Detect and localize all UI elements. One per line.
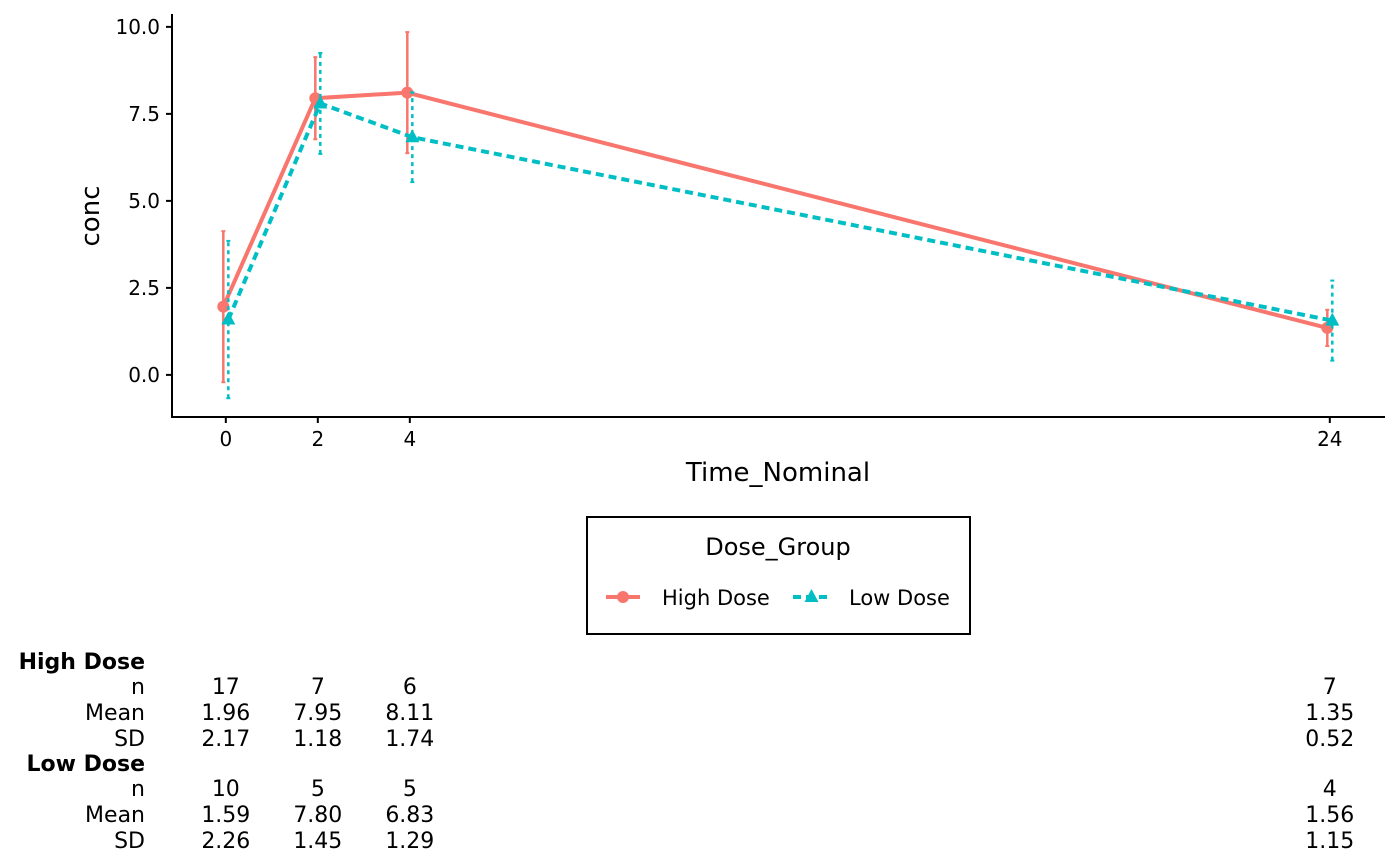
x-tick-label: 4 — [403, 427, 416, 451]
error-bar-low-dose — [226, 239, 231, 400]
table-cell: 2.26 — [201, 829, 250, 854]
data-point-high-dose — [217, 300, 230, 313]
y-tick-label: 5.0 — [128, 189, 160, 213]
data-point-high-dose — [401, 86, 414, 99]
table-cell: 1.29 — [385, 829, 434, 854]
table-cell: 4 — [1323, 777, 1337, 802]
y-tick-label: 7.5 — [128, 102, 160, 126]
table-cell: 1.35 — [1305, 701, 1354, 726]
table-group-title: Low Dose — [26, 752, 145, 777]
data-point-low-dose — [313, 95, 328, 109]
table-group-title: High Dose — [19, 650, 145, 675]
table-cell: 8.11 — [385, 701, 434, 726]
table-cell: 1.18 — [293, 727, 342, 752]
table-row-label: n — [131, 675, 145, 700]
chart-marks — [217, 31, 1340, 400]
table-cell: 1.74 — [385, 727, 434, 752]
legend-key-low-dose — [793, 589, 830, 602]
table-cell: 2.17 — [201, 727, 250, 752]
table-cell: 17 — [212, 675, 240, 700]
y-tick-label: 10.0 — [115, 15, 160, 39]
legend-key-high-dose — [606, 591, 640, 603]
y-tick-label: 0.0 — [128, 363, 160, 387]
legend-marker-low-dose — [804, 589, 819, 602]
legend: Dose_Group High Dose Low Dose — [586, 516, 971, 635]
table-cell: 5 — [311, 777, 325, 802]
legend-label-high-dose: High Dose — [662, 586, 770, 610]
table-cell: 1.45 — [293, 829, 342, 854]
legend-marker-high-dose — [617, 591, 629, 603]
y-axis-label: conc — [76, 186, 106, 247]
legend-title: Dose_Group — [705, 533, 851, 561]
legend-box — [586, 516, 971, 635]
data-point-low-dose — [221, 311, 236, 325]
table-cell: 1.59 — [201, 803, 250, 828]
table-cell: 7.95 — [293, 701, 342, 726]
series-line-high-dose — [221, 90, 1328, 330]
table-cell: 7 — [1323, 675, 1337, 700]
table-cell: 5 — [403, 777, 417, 802]
x-tick-label: 2 — [311, 427, 324, 451]
table-row-label: n — [131, 777, 145, 802]
table-cell: 6.83 — [385, 803, 434, 828]
table-row-label: SD — [114, 727, 145, 752]
series-line-low-dose — [226, 100, 1333, 323]
table-row-label: Mean — [85, 803, 145, 828]
table-cell: 0.52 — [1305, 727, 1354, 752]
x-tick-label: 24 — [1317, 427, 1342, 451]
error-bar-low-dose — [410, 91, 415, 184]
table-cell: 7 — [311, 675, 325, 700]
data-point-low-dose — [405, 129, 420, 143]
table-cell: 1.15 — [1305, 829, 1354, 854]
table-row-label: Mean — [85, 701, 145, 726]
data-point-low-dose — [1325, 312, 1340, 326]
axes: 0.02.55.07.510.00 2 4 24 — [115, 14, 1385, 451]
table-cell: 1.96 — [201, 701, 250, 726]
y-tick-label: 2.5 — [128, 276, 160, 300]
x-axis-label: Time_Nominal — [685, 458, 870, 488]
x-tick-label: 0 — [219, 427, 232, 451]
table-cell: 6 — [403, 675, 417, 700]
table-cell: 7.80 — [293, 803, 342, 828]
table-row-label: SD — [114, 829, 145, 854]
table-cell: 1.56 — [1305, 803, 1354, 828]
table-cell: 10 — [212, 777, 240, 802]
legend-label-low-dose: Low Dose — [849, 586, 950, 610]
